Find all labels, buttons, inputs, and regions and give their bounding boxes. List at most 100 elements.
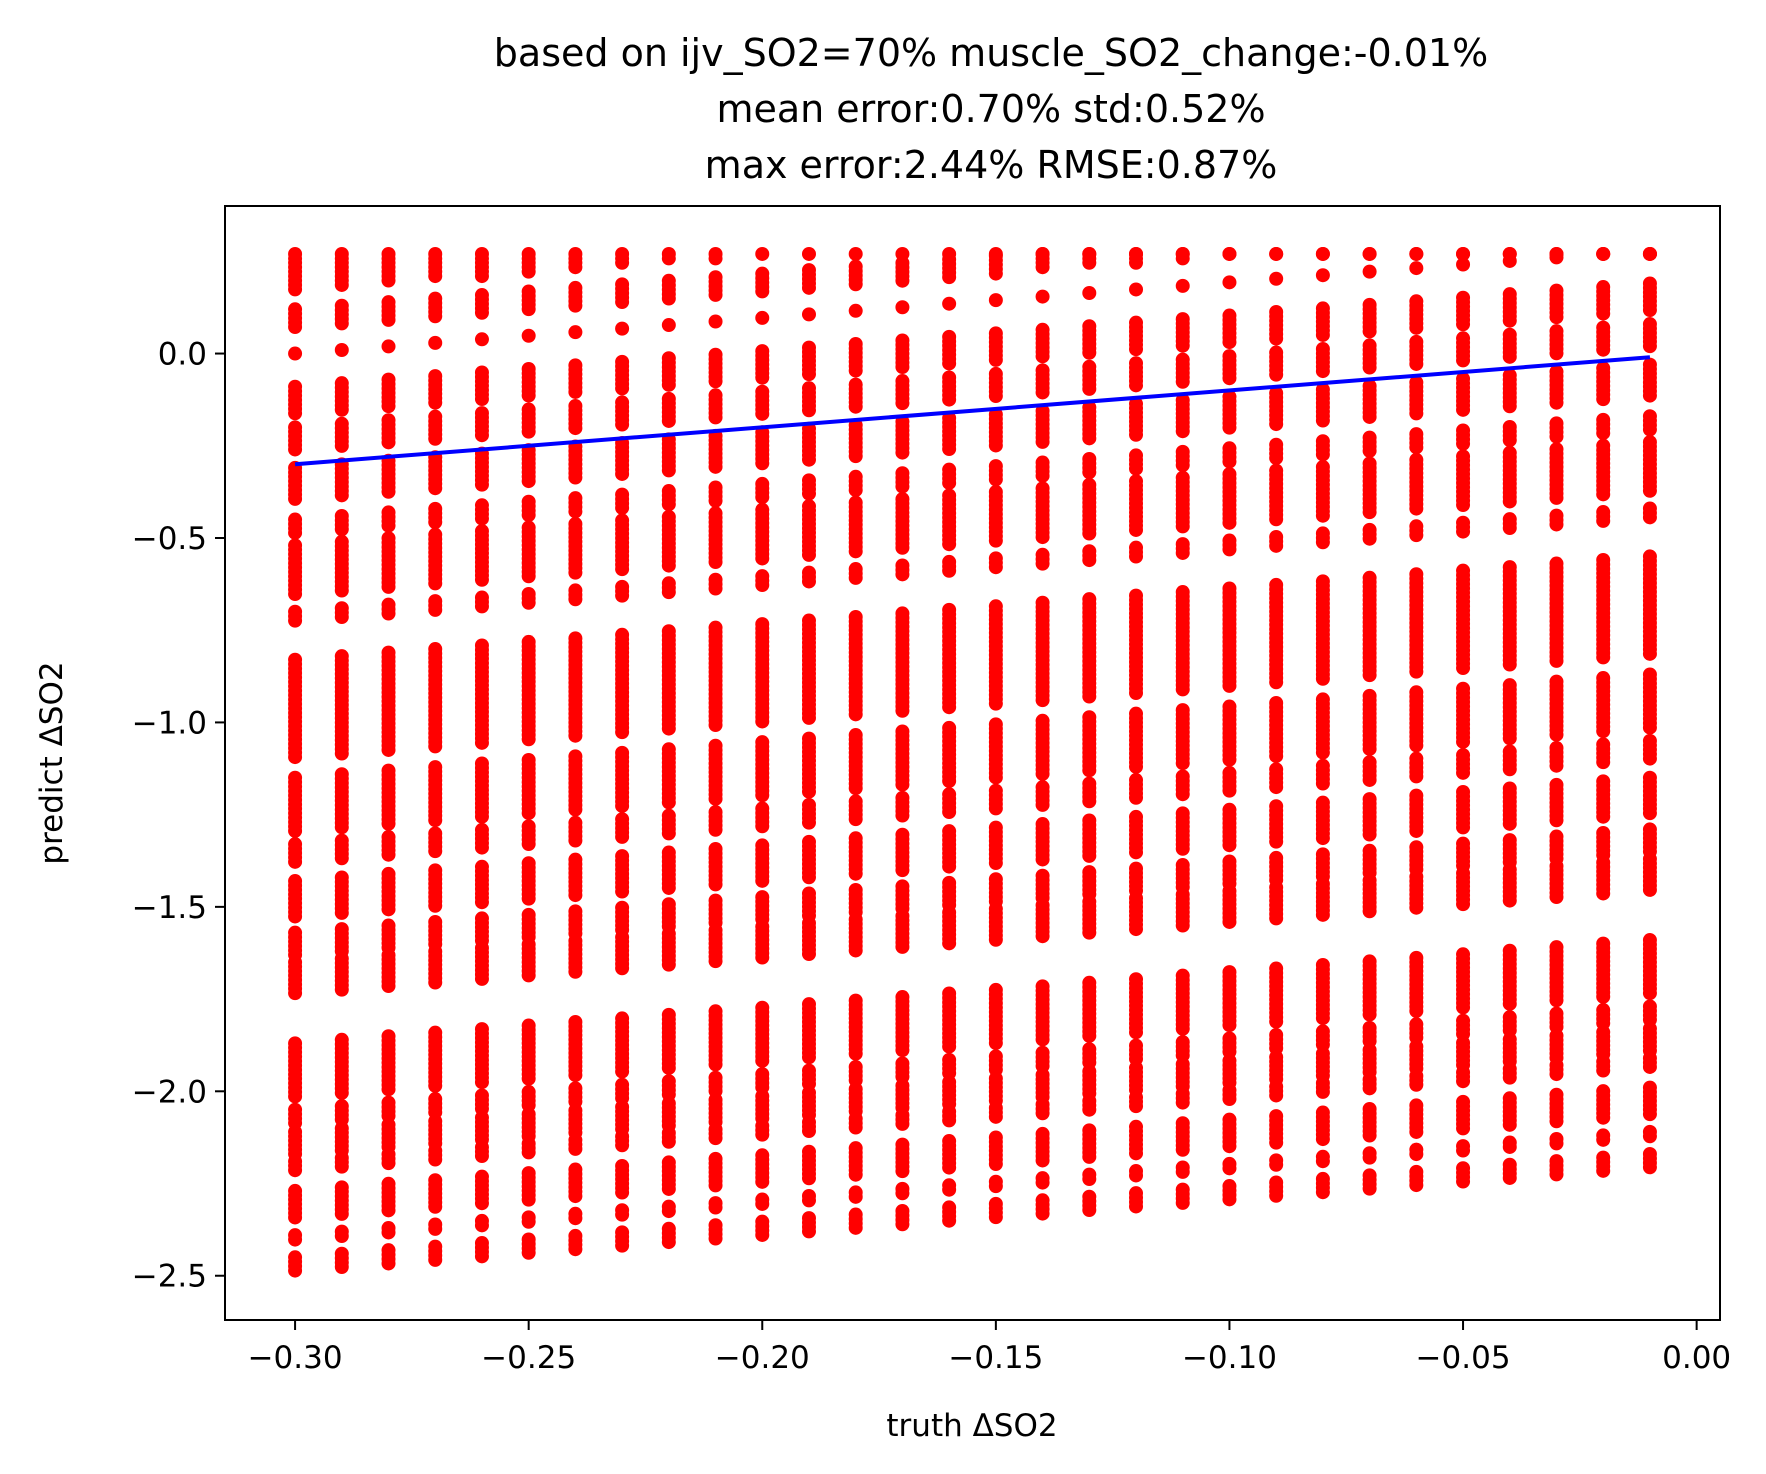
scatter-point: [615, 417, 630, 432]
scatter-point: [381, 1225, 396, 1240]
scatter-point: [801, 1224, 816, 1239]
scatter-point: [568, 592, 583, 607]
scatter-point: [1362, 772, 1377, 787]
scatter-point: [755, 406, 770, 421]
scatter-point: [1269, 749, 1284, 764]
scatter-point: [1035, 260, 1050, 275]
scatter-point: [1502, 521, 1517, 536]
scatter-point: [1315, 776, 1330, 791]
scatter-point: [334, 905, 349, 920]
scatter-point: [1222, 914, 1237, 929]
scatter-column: [1175, 246, 1190, 1210]
scatter-point: [1642, 339, 1657, 354]
scatter-point: [1129, 685, 1144, 700]
scatter-point: [1222, 752, 1237, 767]
scatter-point: [1642, 720, 1657, 735]
scatter-point: [848, 246, 863, 261]
scatter-point: [1222, 515, 1237, 530]
scatter-point: [1035, 1206, 1050, 1221]
scatter-point: [1549, 890, 1564, 905]
scatter-point: [1315, 508, 1330, 523]
scatter-point: [474, 599, 489, 614]
x-tick-label: −0.30: [248, 1340, 343, 1376]
scatter-point: [895, 777, 910, 792]
scatter-point: [895, 1186, 910, 1201]
scatter-point: [801, 710, 816, 725]
scatter-point: [1082, 255, 1097, 270]
scatter-point: [988, 1157, 1003, 1172]
scatter-point: [988, 932, 1003, 947]
scatter-point: [1502, 1170, 1517, 1185]
scatter-point: [801, 403, 816, 418]
scatter-point: [1362, 324, 1377, 339]
scatter-point: [942, 1182, 957, 1197]
scatter-point: [1129, 461, 1144, 476]
scatter-point: [1315, 535, 1330, 550]
scatter-point: [521, 1145, 536, 1160]
scatter-point: [428, 481, 443, 496]
scatter-point: [381, 518, 396, 533]
scatter-point: [1129, 1146, 1144, 1161]
scatter-point: [1222, 335, 1237, 350]
scatter-point: [1035, 289, 1050, 304]
scatter-column: [1409, 246, 1424, 1193]
scatter-point: [568, 1242, 583, 1257]
scatter-point: [988, 1109, 1003, 1124]
scatter-point: [801, 246, 816, 261]
scatter-point: [1362, 531, 1377, 546]
scatter-point: [1315, 831, 1330, 846]
scatter-point: [1456, 661, 1471, 676]
scatter-point: [428, 1199, 443, 1214]
scatter-point: [1596, 1063, 1611, 1078]
scatter-point: [1222, 783, 1237, 798]
scatter-point: [942, 1039, 957, 1054]
chart-title: based on ijv_SO2=70% muscle_SO2_change:-…: [494, 31, 1488, 187]
scatter-point: [1409, 501, 1424, 516]
scatter-point: [1082, 431, 1097, 446]
scatter-point: [521, 264, 536, 279]
scatter-point: [988, 1210, 1003, 1225]
scatter-point: [334, 277, 349, 292]
scatter-point: [615, 255, 630, 270]
scatter-point: [1035, 693, 1050, 708]
scatter-point: [801, 547, 816, 562]
scatter-point: [615, 466, 630, 481]
scatter-point: [1175, 424, 1190, 439]
scatter-point: [1456, 498, 1471, 513]
scatter-point: [1222, 678, 1237, 693]
scatter-point: [288, 909, 303, 924]
scatter-point: [942, 563, 957, 578]
scatter-point: [708, 1200, 723, 1215]
scatter-point: [615, 829, 630, 844]
scatter-point: [1222, 1192, 1237, 1207]
scatter-point: [848, 1046, 863, 1061]
scatter-point: [381, 435, 396, 450]
scatter-point: [474, 1196, 489, 1211]
scatter-point: [1269, 512, 1284, 527]
scatter-column: [334, 246, 349, 1275]
scatter-point: [661, 880, 676, 895]
scatter-column: [1269, 246, 1284, 1203]
scatter-point: [895, 273, 910, 288]
scatter-column: [1129, 246, 1144, 1214]
scatter-point: [1269, 417, 1284, 432]
scatter-point: [1596, 392, 1611, 407]
scatter-point: [755, 551, 770, 566]
scatter-point: [474, 392, 489, 407]
scatter-point: [1409, 246, 1424, 261]
scatter-point: [755, 1196, 770, 1211]
scatter-point: [1082, 1172, 1097, 1187]
scatter-point: [1269, 246, 1284, 261]
scatter-point: [1549, 1167, 1564, 1182]
scatter-point: [428, 1152, 443, 1167]
scatter-point: [615, 500, 630, 515]
scatter-point: [755, 950, 770, 965]
scatter-column: [568, 246, 583, 1257]
scatter-point: [1362, 264, 1377, 279]
scatter-point: [708, 954, 723, 969]
scatter-point: [1175, 278, 1190, 293]
scatter-point: [288, 282, 303, 297]
scatter-column: [755, 246, 770, 1242]
scatter-point: [1269, 911, 1284, 926]
y-tick-label: 0.0: [158, 337, 207, 373]
